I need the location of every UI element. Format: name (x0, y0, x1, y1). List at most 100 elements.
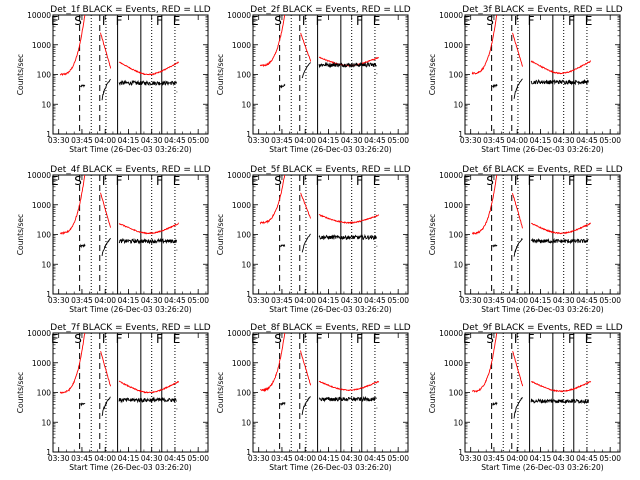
segment-marker: F (156, 174, 163, 188)
x-tick-label: 04:15 (530, 136, 552, 145)
x-tick-label: 04:30 (553, 296, 575, 305)
segment-marker: I (514, 174, 518, 188)
events-series (279, 83, 286, 89)
segment-marker: I (102, 332, 106, 346)
segment-marker: E (51, 174, 59, 188)
panel-2: Det_2f BLACK = Events, RED = LLD 1 10 100 10… (216, 5, 411, 154)
x-tick-label: 05:00 (387, 296, 409, 305)
y-tick-label: 100 (37, 231, 52, 240)
x-tick-label: 03:30 (48, 136, 70, 145)
reference-lines (491, 333, 588, 452)
lld-series (300, 192, 312, 219)
x-tick-label: 05:00 (187, 296, 209, 305)
segment-marker: F (316, 174, 323, 188)
data-series (259, 15, 380, 89)
x-axis-label: Start Time (26-Dec-03 03:26:20) (481, 145, 603, 154)
segment-marker: E (373, 332, 381, 346)
x-tick-label: 04:45 (576, 136, 598, 145)
lld-series (471, 175, 498, 236)
x-tick-label: 04:15 (118, 136, 140, 145)
y-tick-label: 10000 (227, 171, 251, 180)
segment-marker: I (514, 332, 518, 346)
chart-title: Det_6f BLACK = Events, RED = LLD (462, 165, 622, 175)
y-axis-label: Counts/sec (428, 214, 437, 255)
chart-title: Det_4f BLACK = Events, RED = LLD (50, 165, 210, 175)
events-series (301, 233, 311, 253)
x-tick-label: 03:30 (48, 296, 70, 305)
x-tick-label: 04:15 (318, 136, 340, 145)
chart-title: Det_9f BLACK = Events, RED = LLD (462, 323, 622, 333)
data-series (259, 175, 380, 253)
lld-series (118, 222, 179, 235)
segment-marker: I (302, 174, 306, 188)
reference-lines (79, 15, 176, 134)
y-tick-label: 100 (237, 231, 252, 240)
x-tick-label: 03:30 (248, 296, 270, 305)
reference-lines (79, 175, 176, 294)
segment-marker: E (173, 174, 181, 188)
events-series (280, 401, 286, 406)
x-tick-label: 04:00 (506, 136, 528, 145)
y-tick-label: 10000 (27, 171, 51, 180)
y-tick-label: 1000 (32, 41, 51, 50)
segment-marker: E (463, 14, 471, 28)
events-series (492, 83, 498, 89)
lld-series (471, 15, 498, 76)
x-tick-label: 04:00 (294, 454, 316, 463)
segment-marker: E (251, 14, 259, 28)
y-tick-label: 1 (46, 290, 51, 299)
data-series (471, 333, 592, 419)
x-tick-label: 03:45 (483, 136, 505, 145)
x-tick-label: 04:45 (164, 454, 186, 463)
events-series (118, 237, 177, 245)
y-tick-label: 1000 (32, 201, 51, 210)
y-tick-label: 1000 (232, 41, 251, 50)
y-tick-label: 10 (41, 418, 51, 427)
events-series (492, 243, 498, 248)
segment-marker: F (568, 332, 575, 346)
events-series (301, 62, 311, 79)
x-tick-label: 04:15 (530, 296, 552, 305)
events-series (513, 78, 523, 99)
x-tick-label: 03:45 (71, 296, 93, 305)
lld-series (318, 214, 380, 225)
segment-marker: E (251, 332, 259, 346)
segment-marker: E (373, 174, 381, 188)
y-axis-label: Counts/sec (428, 54, 437, 95)
y-tick-label: 10000 (227, 11, 251, 20)
lld-series (512, 193, 524, 229)
x-tick-label: 04:00 (94, 454, 116, 463)
plot-frame (52, 174, 209, 295)
reference-lines (279, 333, 376, 452)
y-tick-label: 1 (458, 290, 463, 299)
x-tick-label: 04:30 (141, 136, 163, 145)
segment-marker: F (316, 14, 323, 28)
x-tick-label: 04:30 (341, 136, 363, 145)
events-series (301, 396, 311, 415)
segment-marker: F (568, 174, 575, 188)
segment-marker: S (74, 174, 82, 188)
events-series (80, 84, 86, 88)
x-axis-label: Start Time (26-Dec-03 03:26:20) (481, 305, 603, 314)
data-series (260, 333, 380, 415)
lld-series (59, 15, 86, 77)
x-tick-label: 04:45 (364, 454, 386, 463)
x-tick-label: 04:45 (576, 454, 598, 463)
lld-series (471, 333, 498, 393)
segment-marker: E (585, 14, 593, 28)
y-tick-label: 100 (449, 389, 464, 398)
lld-series (530, 60, 592, 75)
x-tick-label: 03:45 (271, 136, 293, 145)
x-tick-label: 04:45 (364, 136, 386, 145)
x-tick-label: 04:45 (364, 296, 386, 305)
panel-7: Det_7f BLACK = Events, RED = LLD 1 10 100 10… (16, 323, 211, 472)
y-tick-label: 10000 (27, 11, 51, 20)
lld-series (59, 175, 86, 236)
segment-marker: F (116, 14, 123, 28)
reference-lines (79, 333, 176, 452)
chart-title: Det_5f BLACK = Events, RED = LLD (250, 165, 410, 175)
chart-title: Det_8f BLACK = Events, RED = LLD (250, 323, 410, 333)
plot-frame (252, 332, 409, 453)
data-series (59, 333, 179, 417)
y-tick-label: 10 (453, 418, 463, 427)
